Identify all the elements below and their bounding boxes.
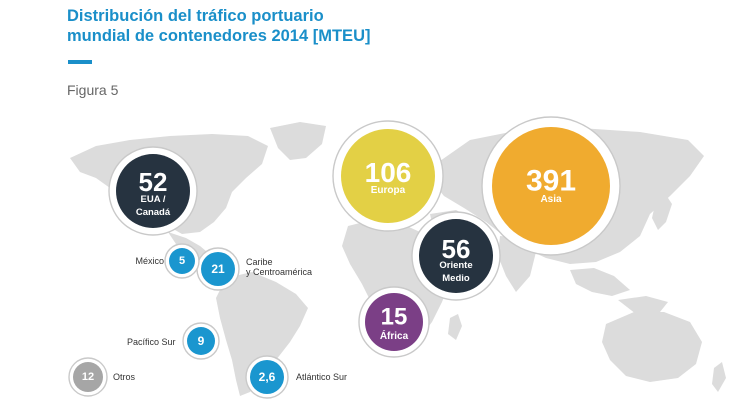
bubble-circle-oriente-medio — [419, 219, 493, 293]
region-label-otros: Otros — [113, 372, 136, 382]
bubble-value-africa: 15 — [381, 303, 408, 330]
bubble-label-europa: Europa — [371, 185, 406, 196]
region-label-caribe-y-centroamerica: Caribe — [246, 257, 273, 267]
bubble-circle-caribe-y-centroamerica — [201, 252, 235, 286]
bubble-value-asia: 391 — [526, 165, 576, 198]
bubble-value-caribe-y-centroamerica: 21 — [211, 262, 225, 276]
bubble-circle-otros — [73, 362, 103, 392]
figure-label: Figura 5 — [67, 82, 119, 98]
bubble-otros: 12 Otros — [68, 357, 136, 397]
bubble-label-africa: África — [380, 329, 409, 342]
chart-title-line-2: mundial de contenedores 2014 [MTEU] — [67, 27, 371, 45]
region-label-pacifico-sur: Pacífico Sur — [127, 337, 176, 347]
region-label-mexico: México — [135, 256, 164, 266]
bubble-circle-eua-canada — [116, 154, 190, 228]
chart-title: Distribución del tráfico portuario mundi… — [67, 6, 370, 46]
bubble-label-oriente-medio: Oriente — [439, 260, 472, 271]
bubble-circle-africa — [365, 293, 423, 351]
bubble-atlantico-sur: 2,6 Atlántico Sur — [245, 355, 347, 399]
bubble-circle-mexico — [169, 248, 195, 274]
bubble-circle-atlantico-sur — [250, 360, 284, 394]
bubble-label-eua-canada: EUA / — [141, 194, 166, 205]
title-accent-bar — [68, 60, 92, 64]
bubble-value-eua-canada: 52 — [139, 167, 168, 197]
bubble-value-otros: 12 — [82, 371, 94, 383]
region-label-caribe-y-centroamerica: y Centroamérica — [246, 267, 312, 277]
bubble-circle-pacifico-sur — [187, 327, 215, 355]
bubble-label-eua-canada: Canadá — [136, 207, 171, 218]
bubble-pacifico-sur: 9 Pacífico Sur — [127, 322, 220, 360]
bubble-value-europa: 106 — [365, 157, 412, 188]
bubble-value-mexico: 5 — [179, 255, 185, 267]
bubble-value-atlantico-sur: 2,6 — [259, 370, 276, 384]
bubble-value-oriente-medio: 56 — [442, 234, 471, 264]
bubble-label-asia: Asia — [540, 194, 562, 205]
bubble-value-pacifico-sur: 9 — [198, 334, 205, 348]
bubble-circle-asia — [492, 127, 610, 245]
region-label-atlantico-sur: Atlántico Sur — [296, 372, 347, 382]
bubble-mexico: 5 México — [135, 243, 200, 279]
bubble-label-oriente-medio: Medio — [442, 273, 470, 284]
bubble-circle-europa — [341, 129, 435, 223]
chart-title-line-1: Distribución del tráfico portuario — [67, 7, 324, 25]
